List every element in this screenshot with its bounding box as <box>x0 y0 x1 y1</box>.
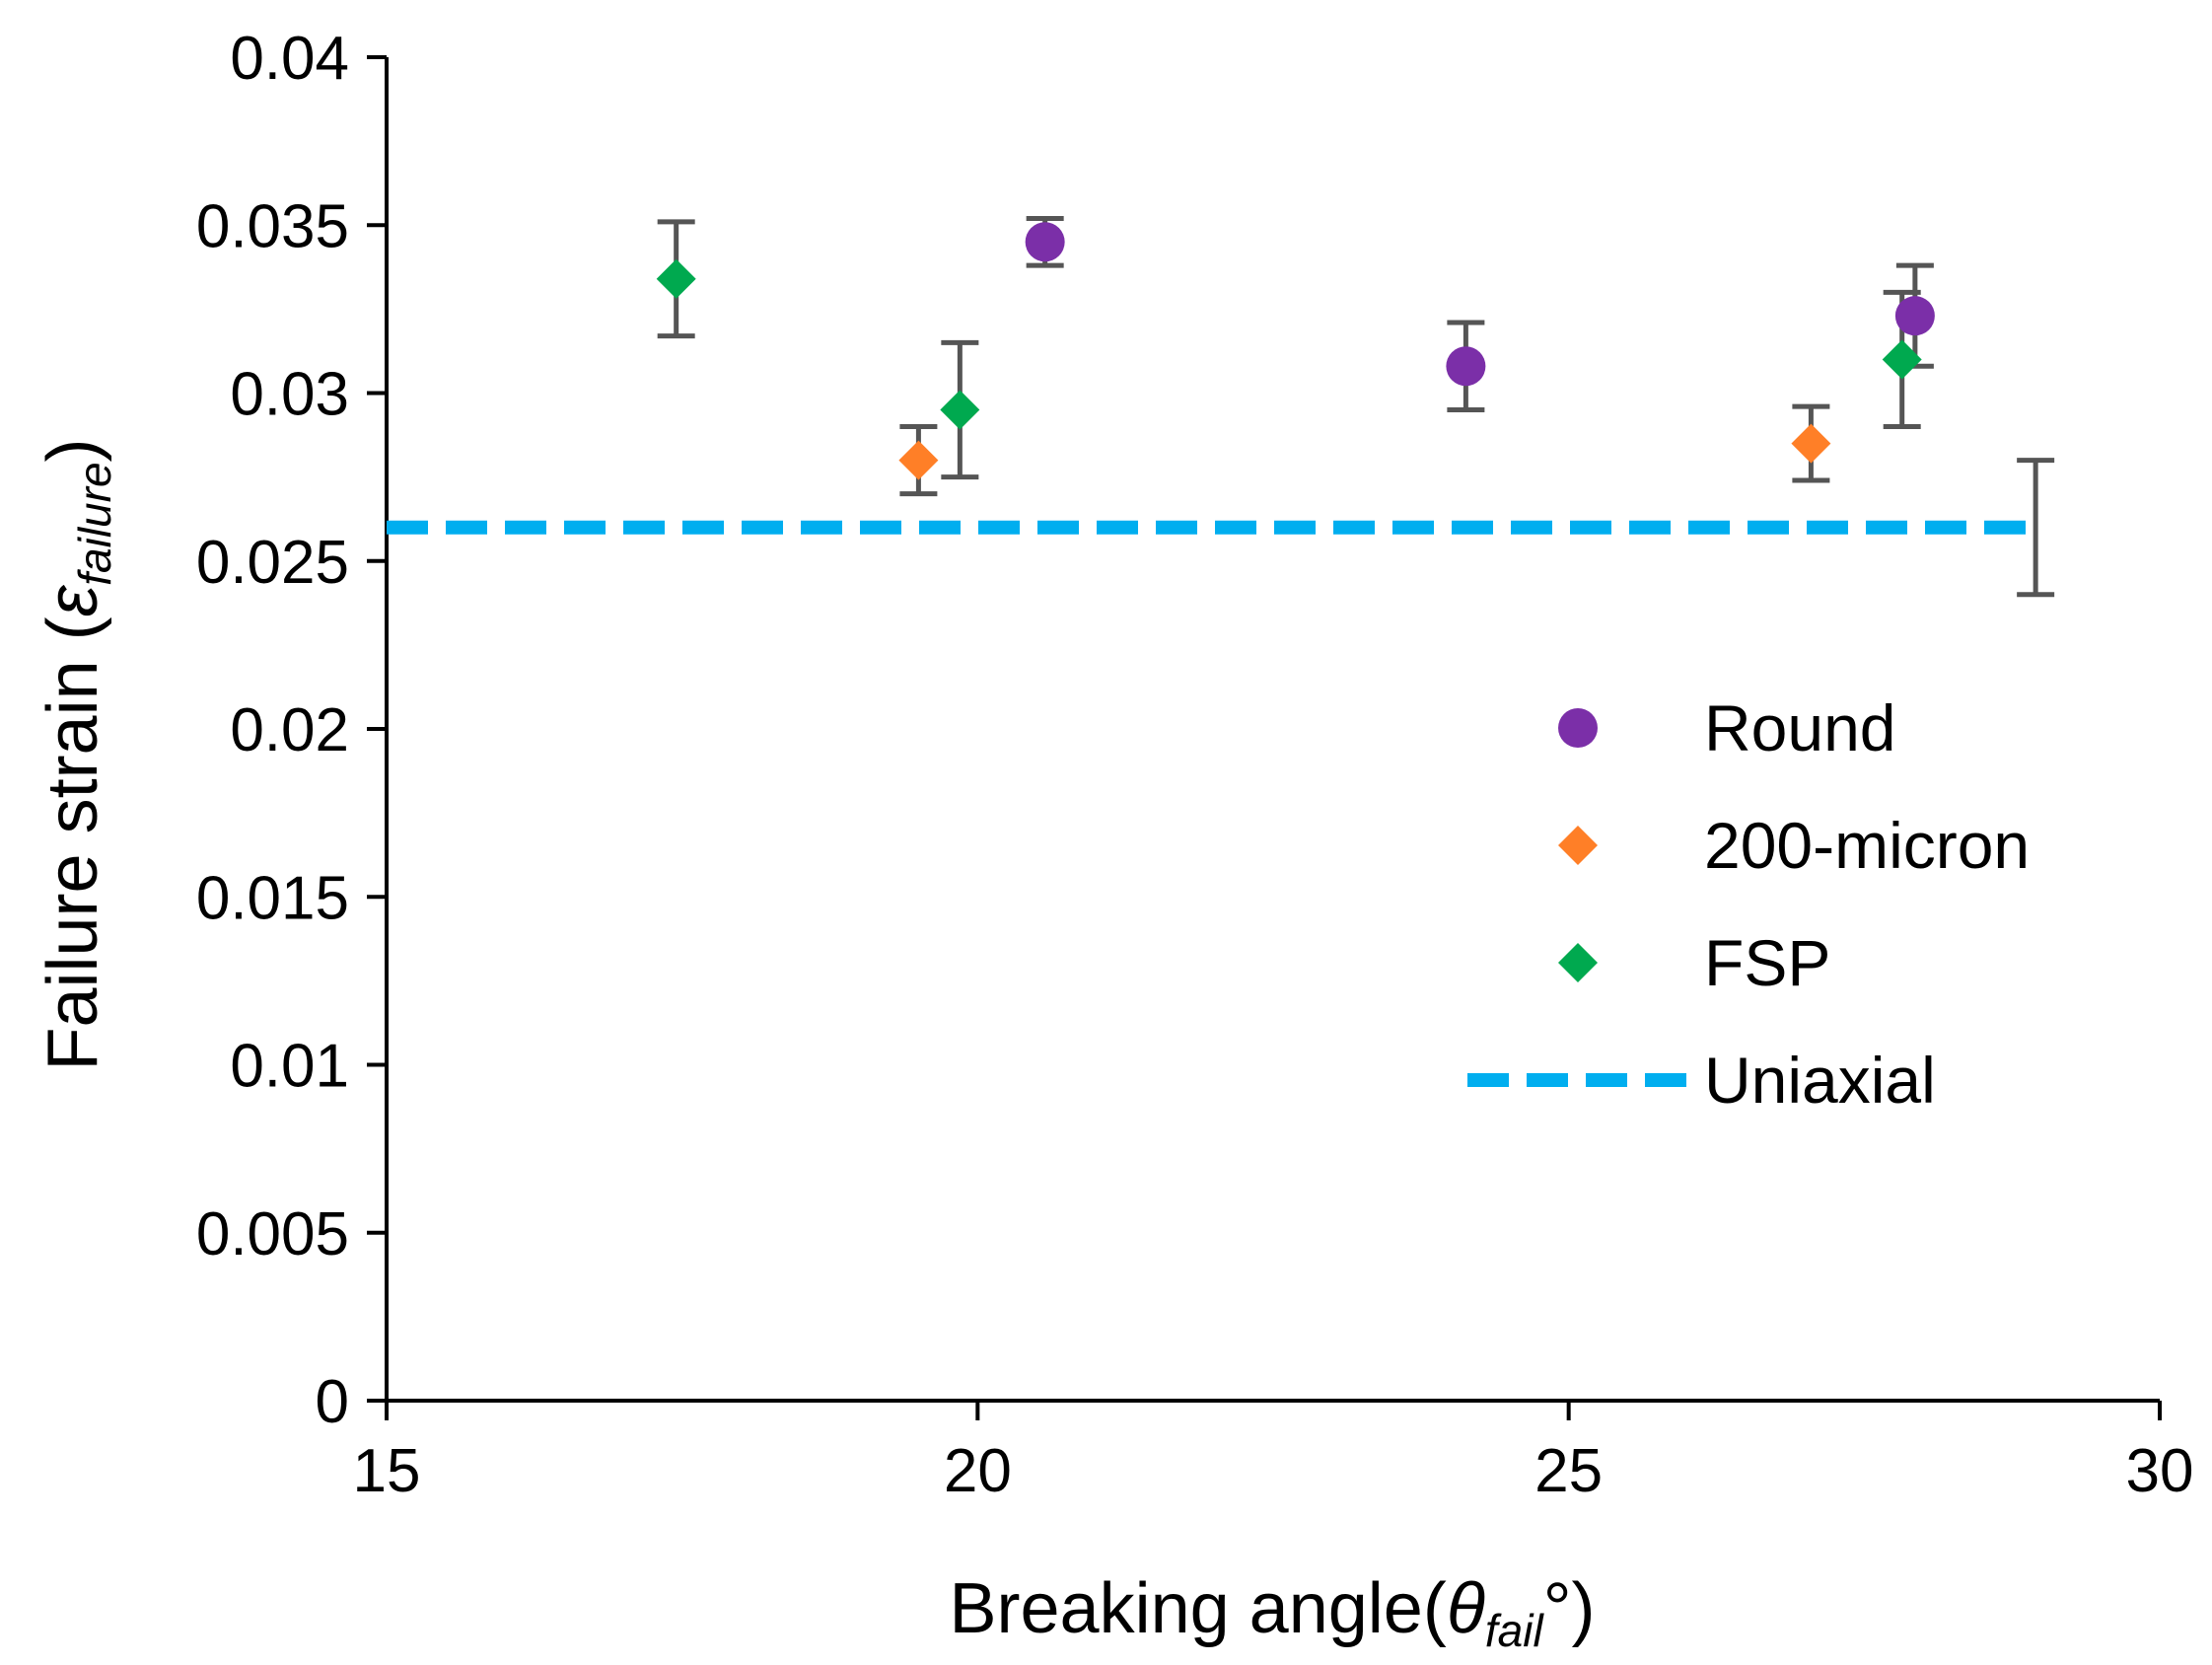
fsp-point-1 <box>656 258 696 299</box>
error-bars <box>657 215 2055 598</box>
y-axis-title-prefix: Failure strain ( <box>34 616 112 1070</box>
y-axis-title-symbol: ε <box>34 584 112 616</box>
legend-symbol-200-micron <box>1558 826 1598 865</box>
round-point-2 <box>1446 346 1486 387</box>
legend-label-fsp: FSP <box>1704 926 1830 999</box>
legend-label-round: Round <box>1704 691 1896 764</box>
y-tick-label: 0.03 <box>230 361 349 429</box>
legend-symbol-round <box>1558 708 1598 748</box>
y-axis-title-subscript: failure <box>69 462 120 585</box>
x-axis-title: Breaking angle(θfail°) <box>950 1569 1596 1656</box>
x-axis-title-suffix: °) <box>1543 1569 1596 1648</box>
y-axis-title-suffix: ) <box>34 438 112 462</box>
x-tick-label: 30 <box>2126 1437 2194 1505</box>
legend-symbol-fsp <box>1558 943 1598 982</box>
y-tick-label: 0.035 <box>196 192 349 260</box>
y-tick-label: 0.025 <box>196 529 349 597</box>
legend-label-uniaxial: Uniaxial <box>1704 1044 1936 1117</box>
200-micron-point-1 <box>898 440 939 480</box>
x-tick-label: 15 <box>353 1437 421 1505</box>
200-micron-point-2 <box>1791 423 1831 464</box>
x-axis-title-prefix: Breaking angle( <box>950 1569 1447 1648</box>
legend-label-200-micron: 200-micron <box>1704 809 2030 882</box>
round-point-3 <box>1894 296 1935 336</box>
tick-labels: 0 0.005 0.01 0.015 0.02 0.025 0.03 0.035 0.04 15 2… <box>196 25 2194 1505</box>
tick-marks <box>367 55 2162 1420</box>
x-tick-label: 25 <box>1534 1437 1603 1505</box>
y-tick-label: 0.04 <box>230 25 349 93</box>
round-point-1 <box>1025 222 1065 262</box>
y-tick-label: 0 <box>316 1368 349 1436</box>
y-tick-label: 0.01 <box>230 1033 349 1101</box>
x-axis-title-subscript: fail <box>1485 1605 1545 1656</box>
x-axis-title-symbol: θ <box>1447 1569 1485 1648</box>
y-tick-label: 0.015 <box>196 864 349 932</box>
data-markers <box>656 222 1935 480</box>
y-tick-label: 0.005 <box>196 1200 349 1268</box>
x-tick-label: 20 <box>944 1437 1012 1505</box>
legend: Round 200-micron FSP Uniaxial <box>1467 691 2030 1117</box>
y-axis-title: Failure strain (εfailure) <box>34 438 120 1070</box>
fsp-point-2 <box>940 390 980 430</box>
y-tick-label: 0.02 <box>230 696 349 764</box>
fsp-point-3 <box>1882 339 1922 380</box>
